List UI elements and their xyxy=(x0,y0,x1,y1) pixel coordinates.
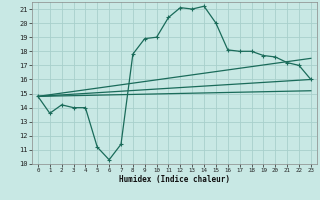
X-axis label: Humidex (Indice chaleur): Humidex (Indice chaleur) xyxy=(119,175,230,184)
